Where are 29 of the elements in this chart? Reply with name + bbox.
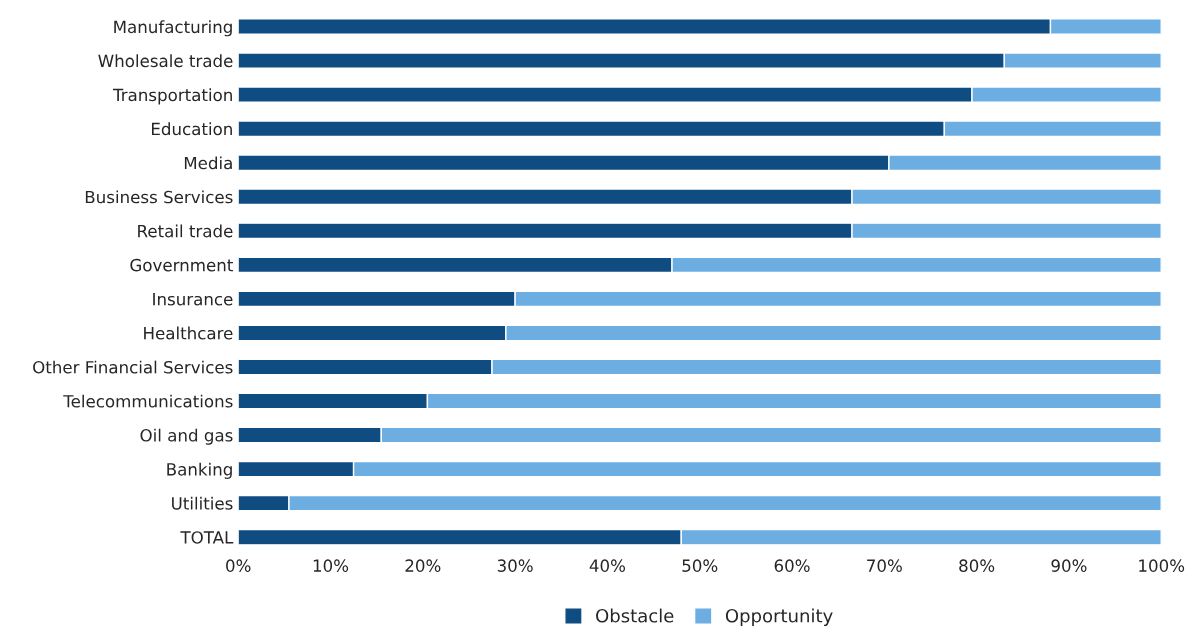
y-tick-label: Healthcare <box>144 326 233 340</box>
y-tick-label: Manufacturing <box>114 20 232 37</box>
y-tick-label: Education <box>152 122 232 136</box>
y-tick-label: Media <box>184 156 232 170</box>
legend-label: Obstacle <box>596 608 674 623</box>
y-tick-label: Utilities <box>172 496 233 510</box>
x-tick-label: 10% <box>313 559 349 572</box>
x-tick-label: 90% <box>1051 559 1087 572</box>
y-tick-label: Business Services <box>85 190 233 204</box>
x-tick-label: 70% <box>867 559 902 572</box>
x-tick-label: 40% <box>589 559 626 572</box>
y-tick-label: Oil and gas <box>140 428 233 445</box>
legend-label: Opportunity <box>725 608 833 627</box>
y-tick-label: Banking <box>167 462 232 479</box>
y-tick-label: TOTAL <box>180 531 234 544</box>
y-tick-label: Transportation <box>112 88 232 105</box>
x-tick-label: 80% <box>959 559 995 572</box>
x-tick-label: 0% <box>226 559 251 572</box>
y-tick-label: Other Financial Services <box>33 360 233 374</box>
y-tick-label: Insurance <box>153 293 233 306</box>
x-tick-label: 20% <box>405 559 441 572</box>
x-tick-label: 100% <box>1139 559 1185 572</box>
y-tick-label: Telecommunications <box>63 394 233 408</box>
x-tick-label: 30% <box>497 559 533 572</box>
y-tick-label: Wholesale trade <box>98 54 233 68</box>
y-tick-label: Government <box>130 258 233 272</box>
x-tick-label: 60% <box>774 559 810 572</box>
y-tick-label: Retail trade <box>138 224 233 238</box>
x-tick-label: 50% <box>682 559 718 572</box>
